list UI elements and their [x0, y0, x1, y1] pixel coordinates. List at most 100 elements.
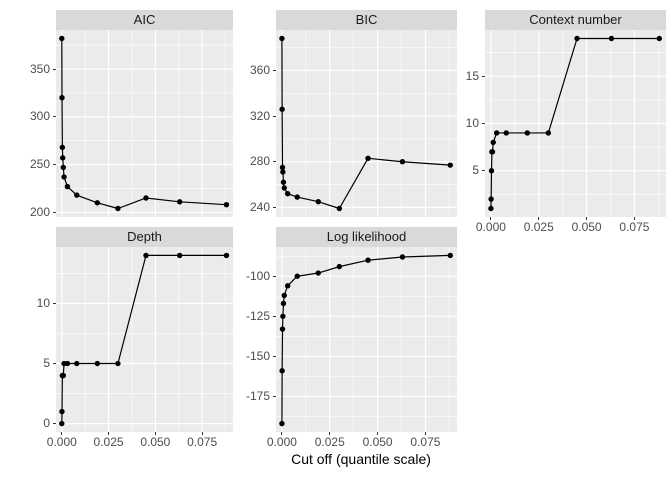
y-axis-tick — [53, 302, 56, 304]
data-point — [279, 420, 285, 427]
data-point — [294, 194, 300, 200]
x-axis-tick — [377, 432, 379, 435]
data-point — [59, 35, 65, 42]
x-axis-tick — [329, 432, 331, 435]
data-point — [59, 95, 65, 101]
data-point — [315, 270, 321, 276]
strip-title-log-likelihood: Log likelihood — [326, 229, 407, 244]
facet-strip-aic: AIC — [56, 10, 233, 30]
data-point — [489, 149, 496, 155]
data-point — [64, 360, 71, 367]
data-point — [223, 252, 230, 259]
data-point — [176, 199, 183, 205]
x-axis-tick — [424, 432, 426, 435]
y-axis-tick — [53, 116, 56, 118]
data-point — [365, 257, 371, 263]
y-tick-label: 200 — [29, 204, 50, 219]
data-point — [294, 273, 300, 279]
panel-background — [276, 247, 457, 432]
data-point — [399, 159, 406, 165]
y-axis-tick — [273, 355, 276, 357]
facet-panel-bic — [276, 30, 457, 217]
data-point — [279, 164, 286, 171]
y-axis-tick — [273, 275, 276, 277]
y-tick-label: -125 — [245, 308, 270, 323]
x-tick-label: 0.050 — [140, 435, 171, 449]
y-tick-label: 300 — [29, 109, 50, 124]
y-axis-tick — [53, 68, 56, 70]
strip-title-aic: AIC — [133, 12, 156, 27]
y-axis-tick — [273, 69, 276, 71]
y-tick-label: 5 — [472, 163, 479, 178]
x-tick-label: 0.075 — [410, 435, 441, 449]
x-axis-tick — [61, 432, 63, 435]
x-axis-tick — [490, 217, 492, 220]
data-point — [279, 35, 285, 42]
data-point — [74, 192, 80, 198]
x-axis-tick — [281, 432, 283, 435]
x-tick-label: 0.000 — [46, 435, 77, 449]
data-point — [143, 195, 149, 201]
y-tick-label: 0 — [43, 416, 50, 431]
data-point — [279, 326, 286, 332]
y-axis-tick — [482, 123, 485, 124]
x-tick-label: 0.025 — [523, 220, 554, 234]
data-point — [223, 201, 230, 208]
x-tick-label: 0.075 — [619, 220, 650, 234]
x-tick-label: 0.000 — [266, 435, 297, 449]
strip-title-depth: Depth — [127, 229, 162, 244]
y-tick-label: 320 — [249, 108, 270, 123]
facet-panel-depth — [56, 247, 233, 432]
x-axis-tick — [538, 217, 540, 220]
facet-strip-depth: Depth — [56, 227, 233, 247]
x-axis-tick — [586, 217, 588, 220]
y-tick-label: 5 — [43, 356, 50, 371]
data-point — [115, 360, 121, 367]
data-point — [608, 35, 615, 42]
data-point — [493, 130, 500, 136]
x-tick-label: 0.025 — [314, 435, 345, 449]
facet-strip-context-number: Context number — [485, 10, 666, 30]
panel-background — [56, 247, 233, 432]
data-point — [59, 420, 65, 427]
y-tick-label: 15 — [465, 68, 479, 83]
data-point — [176, 252, 183, 259]
data-point — [488, 205, 494, 212]
data-point — [447, 162, 454, 168]
x-tick-label: 0.025 — [93, 435, 124, 449]
x-tick-label: 0.050 — [571, 220, 602, 234]
data-point — [490, 139, 496, 146]
data-point — [280, 300, 287, 307]
y-axis-tick — [273, 115, 276, 117]
y-tick-label: -175 — [245, 388, 270, 403]
data-point — [59, 144, 66, 151]
x-axis-tick — [633, 217, 635, 220]
y-tick-label: 240 — [249, 199, 270, 214]
y-tick-label: -150 — [245, 348, 270, 363]
data-point — [280, 313, 286, 319]
y-tick-label: 10 — [465, 116, 479, 130]
y-axis-tick — [482, 170, 485, 172]
data-point — [60, 155, 66, 161]
facet-panel-context-number — [485, 30, 666, 217]
facet-strip-bic: BIC — [276, 10, 457, 30]
x-axis-tick — [108, 432, 110, 435]
data-point — [74, 360, 80, 367]
y-tick-label: 350 — [29, 61, 50, 76]
data-point — [488, 168, 495, 174]
data-point — [115, 205, 121, 212]
y-axis-tick — [53, 211, 56, 213]
y-axis-tick — [53, 423, 56, 425]
data-point — [447, 252, 454, 259]
data-point — [60, 164, 66, 171]
y-tick-label: 10 — [36, 295, 50, 310]
y-tick-label: 360 — [249, 62, 270, 77]
data-point — [336, 205, 343, 212]
y-tick-label: -100 — [245, 268, 270, 283]
y-axis-tick — [273, 206, 276, 208]
data-point — [656, 35, 663, 42]
data-point — [503, 130, 509, 136]
x-axis-tick — [201, 432, 203, 435]
panel-background — [276, 30, 457, 217]
y-axis-tick — [273, 161, 276, 163]
